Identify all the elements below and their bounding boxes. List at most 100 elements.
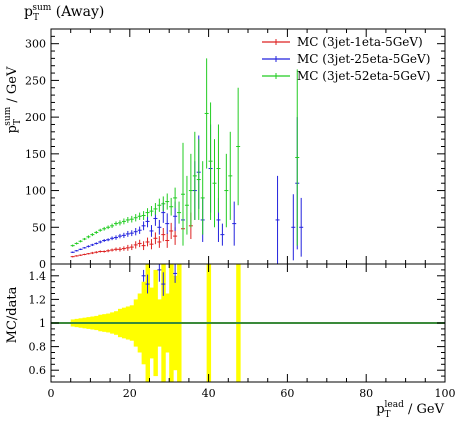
series-3-point [141, 211, 146, 220]
x-axis-label: pTlead / GeV [376, 400, 444, 420]
main-series-layer [70, 58, 304, 264]
series-1-point [157, 236, 162, 248]
series-3-point [98, 228, 103, 232]
series-3-point [180, 142, 185, 246]
main-y-tick-label: 50 [32, 221, 46, 234]
series-1-point [121, 246, 126, 251]
ratio-y-tick-label: 0.8 [29, 341, 47, 354]
series-3-point [188, 153, 193, 228]
legend-label: MC (3jet-1eta-5GeV) [297, 35, 423, 49]
series-3-point [102, 226, 107, 231]
ratio-y-ticks: 0.6 0.8 1 1.2 1.4 [29, 269, 445, 377]
series-1-point [133, 241, 138, 249]
series-3-point [145, 208, 150, 217]
series-1-point [165, 233, 170, 248]
series-1-point [149, 239, 154, 250]
series-3-point [78, 240, 83, 243]
series-3-point [86, 235, 91, 239]
x-tick-label: 60 [280, 387, 294, 400]
legend-label: MC (3jet-25eta-5GeV) [297, 52, 430, 66]
series-1-point [125, 244, 130, 251]
series-3-point [157, 198, 162, 212]
series-1-point [145, 237, 150, 247]
ratio-point [173, 264, 178, 283]
x-tick-label: 0 [48, 387, 55, 400]
series-3-point [74, 242, 79, 245]
series-3-point [110, 223, 115, 229]
ratio-point [157, 264, 162, 282]
series-2-point [125, 230, 130, 237]
series-3-point [70, 244, 75, 247]
series-3-point [161, 196, 166, 212]
series-1-point [169, 222, 174, 240]
x-tick-label: 80 [359, 387, 373, 400]
series-1-point [94, 251, 99, 254]
series-3-point [117, 220, 122, 226]
series-1-point [70, 255, 75, 258]
series-2-point [86, 245, 91, 248]
series-2-point [291, 194, 296, 261]
legend-label: MC (3jet-52eta-5GeV) [297, 69, 430, 83]
series-2-point [165, 213, 170, 234]
series-2-point [78, 248, 83, 251]
series-3-point [216, 124, 221, 213]
x-axis-ticks: 0 20 40 60 80 100 [48, 29, 456, 400]
series-3-point [129, 215, 134, 223]
series-2-point [90, 243, 95, 247]
series-1-point [106, 249, 111, 253]
series-1-point [153, 232, 158, 245]
series-3-point [177, 201, 182, 224]
ratio-point [145, 274, 150, 294]
series-2-point [70, 251, 75, 253]
x-tick-label: 40 [202, 387, 216, 400]
series-2-point [94, 242, 99, 245]
main-y-axis-label: pTsum / GeV [3, 66, 23, 133]
ratio-panel: 0.6 0.8 1 1.2 1.4 0 20 40 60 80 100 MC/data pTlea… [5, 29, 456, 420]
ratio-y-tick-label: 0.6 [29, 364, 47, 377]
ratio-y-tick-label: 1.4 [29, 270, 47, 283]
series-3-point [125, 217, 130, 223]
series-3-point [149, 205, 154, 217]
series-3-point [192, 131, 197, 220]
series-2-point [110, 236, 115, 241]
series-2-point [149, 225, 154, 237]
series-3-point [184, 175, 189, 235]
series-3-point [196, 139, 201, 220]
series-3-point [82, 237, 87, 241]
series-3-point [121, 218, 126, 225]
series-3-point [228, 131, 233, 220]
main-y-ticks: 0 50 100 150 200 250 300 [25, 35, 445, 271]
series-3-point [90, 233, 95, 237]
series-2-point [102, 239, 107, 242]
legend: MC (3jet-1eta-5GeV) MC (3jet-25eta-5GeV) M… [262, 35, 430, 83]
series-2-point [74, 250, 79, 252]
ratio-points-layer [141, 264, 178, 296]
series-1-point [98, 250, 103, 253]
main-y-tick-label: 100 [25, 185, 46, 198]
series-2-point [98, 240, 103, 244]
main-y-tick-label: 250 [25, 74, 46, 87]
chart-title: pTsum (Away) [24, 3, 104, 23]
series-3-point [169, 197, 174, 216]
series-2-point [133, 228, 138, 236]
series-3-point [295, 69, 300, 246]
main-y-tick-label: 0 [39, 258, 46, 271]
main-y-tick-label: 300 [25, 38, 46, 51]
series-1-point [117, 247, 122, 252]
series-3-point [114, 221, 119, 226]
series-2-point [299, 197, 304, 257]
series-2-point [145, 215, 150, 228]
series-1-point [86, 252, 91, 255]
ratio-y-tick-label: 1.2 [29, 293, 47, 306]
series-1-point [141, 241, 146, 251]
ratio-point [141, 269, 146, 282]
ratio-y-tick-label: 1 [39, 317, 46, 330]
series-1-point [78, 254, 83, 256]
series-3-point [200, 161, 205, 235]
series-1-point [90, 251, 95, 255]
series-2-point [141, 221, 146, 231]
series-3-point [208, 102, 213, 220]
series-2-point [106, 238, 111, 242]
series-1-point [161, 228, 166, 242]
